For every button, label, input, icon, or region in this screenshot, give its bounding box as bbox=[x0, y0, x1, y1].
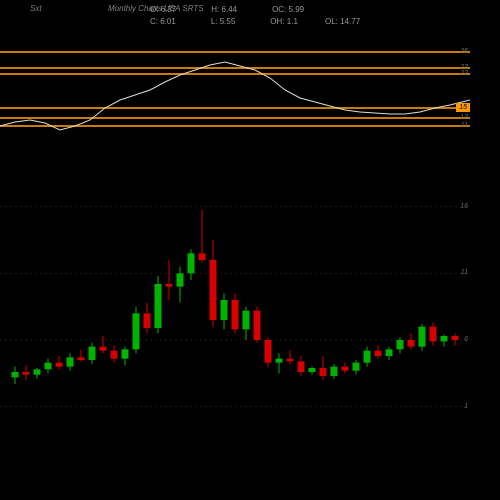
upper-chart-svg bbox=[0, 40, 470, 150]
lower-candlestick-panel: 161116 bbox=[0, 180, 470, 420]
lower-axis-label: 16 bbox=[460, 203, 468, 210]
ohlc-oc: OC: 5.99 bbox=[272, 4, 304, 16]
lower-axis-label: 6 bbox=[464, 336, 468, 343]
upper-axis-label: 22 bbox=[460, 70, 468, 77]
upper-axis-highlight: 15 bbox=[456, 103, 470, 112]
upper-indicator-panel: 26232215131115 bbox=[0, 40, 470, 150]
ohlc-low: L: 5.55 bbox=[211, 16, 235, 28]
upper-axis-label: 13 bbox=[460, 114, 468, 121]
lower-axis-label: 11 bbox=[461, 269, 468, 276]
lower-axis-label: 1 bbox=[464, 403, 468, 410]
lower-chart-svg bbox=[0, 180, 470, 420]
ohlc-close: C: 6.01 bbox=[150, 16, 176, 28]
ohlc-open: O: 6.37 bbox=[150, 4, 176, 16]
upper-axis-label: 11 bbox=[461, 122, 468, 129]
ohlc-summary: O: 6.37 H: 6.44 OC: 5.99 C: 6.01 L: 5.55… bbox=[150, 4, 360, 28]
ohlc-ol: OL: 14.77 bbox=[325, 16, 360, 28]
ohlc-oh: OH: 1.1 bbox=[270, 16, 298, 28]
ohlc-high: H: 6.44 bbox=[211, 4, 237, 16]
title-left: Sxt bbox=[30, 4, 42, 13]
upper-axis-label: 26 bbox=[460, 48, 468, 55]
